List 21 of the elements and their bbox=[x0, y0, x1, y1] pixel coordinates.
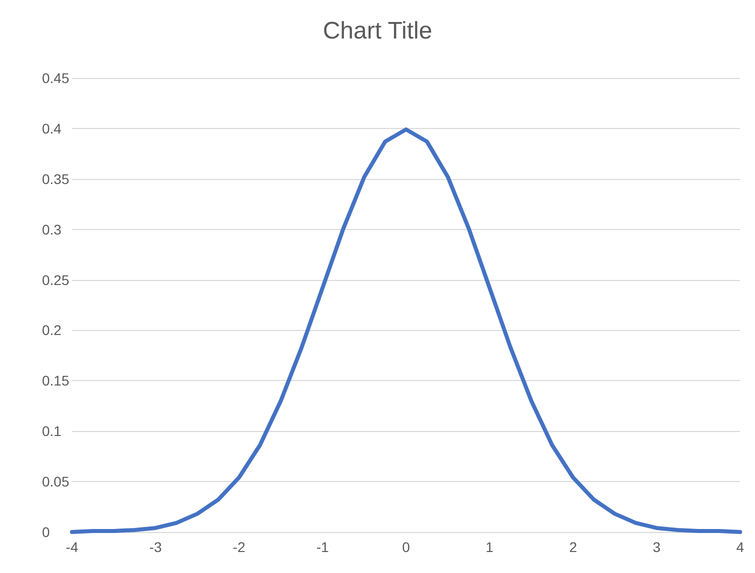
x-tick-label: -3 bbox=[149, 539, 162, 555]
x-tick-label: 3 bbox=[652, 539, 661, 555]
x-tick-label: 2 bbox=[569, 539, 578, 555]
y-tick-label: 0.05 bbox=[42, 474, 70, 490]
x-tick-label: 4 bbox=[736, 539, 744, 555]
y-tick-label: 0.45 bbox=[42, 70, 70, 86]
y-tick-label: 0.1 bbox=[42, 423, 62, 440]
y-tick-label: 0.2 bbox=[42, 322, 62, 338]
y-tick-label: 0.15 bbox=[42, 372, 70, 389]
line-series bbox=[70, 127, 742, 534]
chart-title: Chart Title bbox=[322, 18, 432, 44]
x-tick-label: -2 bbox=[232, 539, 246, 555]
y-tick-label: 0.35 bbox=[42, 170, 70, 187]
y-tick-label: 0.4 bbox=[42, 120, 62, 136]
y-tick-label: 0 bbox=[42, 524, 50, 540]
x-tick-label: -1 bbox=[316, 539, 329, 555]
x-tick-label: 1 bbox=[486, 539, 494, 555]
y-tick-label: 0.3 bbox=[42, 221, 62, 238]
x-tick-label: -4 bbox=[66, 539, 78, 555]
y-tick-label: 0.25 bbox=[42, 272, 70, 288]
x-tick-label: 0 bbox=[402, 539, 410, 555]
